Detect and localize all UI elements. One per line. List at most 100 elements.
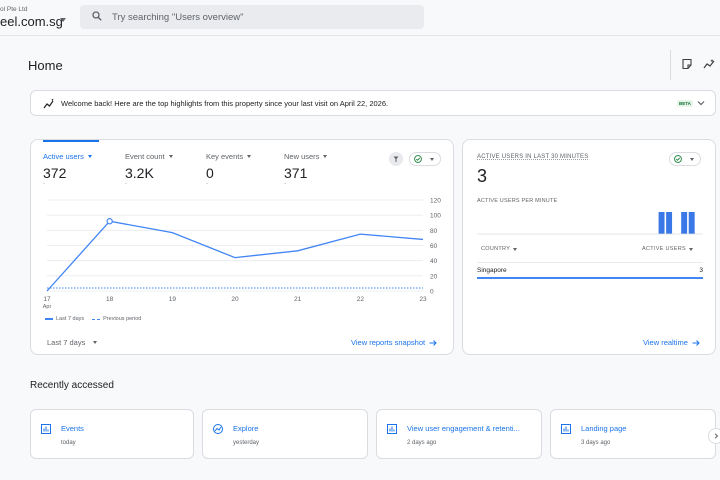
chart-legend: Last 7 days Previous period — [45, 316, 141, 322]
line-chart: 0 20 40 60 80 100 120 17 18 19 20 21 22 23 Apr — [43, 198, 442, 311]
caret-down-icon — [690, 158, 694, 161]
column-label: COUNTRY — [481, 246, 511, 252]
beta-badge: BETA — [677, 100, 693, 107]
metric-value: 3.2K — [125, 165, 154, 181]
realtime-per-minute-title: ACTIVE USERS PER MINUTE — [477, 198, 558, 204]
caret-down-icon — [323, 155, 328, 158]
table-row: Singapore 3 — [477, 262, 703, 279]
column-active-users[interactable]: ACTIVE USERS — [642, 246, 693, 252]
y-tick-label: 100 — [430, 213, 441, 220]
recent-item-time: 3 days ago — [581, 440, 611, 446]
legend-label: Previous period — [103, 316, 142, 322]
realtime-card: ACTIVE USERS IN LAST 30 MINUTES 3 ACTIVE… — [462, 139, 716, 355]
header-actions — [670, 50, 715, 80]
metric-label: Event count — [125, 152, 165, 161]
metric-change: - — [206, 181, 208, 187]
compare-icon[interactable] — [389, 152, 403, 166]
active-tab-indicator — [43, 140, 99, 142]
legend-item-current: Last 7 days — [45, 316, 84, 322]
date-range-select[interactable]: Last 7 days — [47, 338, 98, 347]
caret-down-icon — [689, 247, 693, 251]
per-minute-bar — [658, 212, 665, 234]
metric-tab-key-events[interactable]: Key events 0 - — [206, 152, 252, 187]
recent-item-explore[interactable]: Explore yesterday — [202, 409, 368, 459]
metric-label: Active users — [43, 152, 84, 161]
next-button[interactable] — [708, 428, 720, 444]
data-point-highlight — [106, 218, 113, 225]
link-label: View realtime — [643, 338, 688, 347]
trending-icon — [43, 98, 54, 109]
date-range-label: Last 7 days — [47, 338, 86, 347]
recent-item-time: 2 days ago — [407, 440, 437, 446]
caret-down-icon — [513, 247, 518, 251]
search-input[interactable] — [112, 7, 412, 27]
metric-tab-event-count[interactable]: Event count 3.2K - — [125, 152, 173, 187]
metric-value: 372 — [43, 165, 67, 181]
per-minute-bar — [688, 212, 695, 234]
x-tick-label: 22 — [357, 296, 365, 303]
recent-item-label: Landing page — [581, 424, 627, 433]
legend-label: Last 7 days — [56, 316, 85, 322]
realtime-insights-button[interactable] — [669, 152, 701, 166]
legend-swatch-dashed — [92, 318, 101, 320]
recent-item-events[interactable]: Events today — [30, 409, 194, 459]
recent-item-time: yesterday — [233, 440, 260, 446]
recent-item-time: today — [61, 440, 76, 446]
y-tick-label: 40 — [430, 258, 438, 265]
caret-down-icon — [430, 158, 434, 161]
chevron-right-icon — [714, 433, 719, 439]
metric-change: - — [125, 181, 127, 187]
view-reports-snapshot-link[interactable]: View reports snapshot — [351, 338, 437, 347]
check-circle-icon — [674, 155, 682, 163]
insights-status-button[interactable] — [409, 152, 441, 166]
arrow-right-icon — [429, 339, 437, 346]
y-tick-label: 80 — [430, 228, 438, 235]
recent-item-landing-page[interactable]: Landing page 3 days ago — [550, 409, 716, 459]
x-tick-label: 21 — [294, 296, 302, 303]
chevron-down-icon[interactable] — [60, 18, 66, 22]
chevron-down-icon[interactable] — [697, 99, 705, 107]
explore-icon — [213, 424, 223, 434]
account-org-name: ol Pte Ltd — [0, 6, 28, 13]
x-tick-label: 17 — [43, 296, 51, 303]
caret-down-icon — [168, 155, 173, 158]
column-country[interactable]: COUNTRY — [481, 246, 518, 252]
per-minute-bar — [666, 212, 673, 234]
recent-item-user-engagement[interactable]: View user engagement & retenti... 2 days… — [376, 409, 542, 459]
overview-card: Active users 372 - Event count 3.2K - Ke… — [30, 139, 454, 355]
recent-item-label: Explore — [233, 424, 259, 433]
search-icon — [92, 11, 102, 21]
row-share-bar — [477, 277, 703, 279]
x-tick-label: 23 — [419, 296, 427, 303]
metric-label: New users — [284, 152, 320, 161]
welcome-text: Welcome back! Here are the top highlight… — [61, 99, 389, 108]
metric-tab-active-users[interactable]: Active users 372 - — [43, 152, 92, 187]
caret-down-icon — [93, 341, 98, 344]
welcome-banner[interactable]: Welcome back! Here are the top highlight… — [30, 90, 716, 116]
per-minute-bar-chart — [477, 212, 703, 235]
per-minute-bar — [681, 212, 688, 234]
property-selector[interactable]: eel.com.sg — [0, 14, 63, 29]
users-cell: 3 — [699, 267, 703, 274]
bar-chart-icon — [41, 424, 51, 434]
x-tick-label: 20 — [231, 296, 239, 303]
note-icon[interactable] — [681, 58, 693, 70]
metric-change: - — [284, 181, 286, 187]
search-bar[interactable] — [80, 5, 424, 29]
metric-label: Key events — [206, 152, 244, 161]
country-cell: Singapore — [477, 267, 507, 274]
caret-down-icon — [247, 155, 252, 158]
arrow-right-icon — [692, 339, 700, 346]
x-month-label: Apr — [43, 304, 52, 310]
recently-accessed-title: Recently accessed — [30, 380, 114, 391]
column-label: ACTIVE USERS — [642, 246, 686, 252]
metric-change: - — [43, 181, 45, 187]
realtime-title: ACTIVE USERS IN LAST 30 MINUTES — [477, 154, 589, 160]
view-realtime-link[interactable]: View realtime — [643, 338, 700, 347]
page-title: Home — [28, 58, 63, 73]
series-line-last-7-days — [46, 220, 424, 292]
metric-tab-new-users[interactable]: New users 371 - — [284, 152, 328, 187]
insights-icon[interactable] — [703, 58, 715, 70]
y-tick-label: 120 — [430, 198, 441, 205]
legend-swatch-solid — [45, 318, 53, 320]
